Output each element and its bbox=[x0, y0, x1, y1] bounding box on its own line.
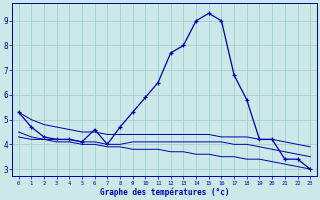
X-axis label: Graphe des températures (°c): Graphe des températures (°c) bbox=[100, 187, 229, 197]
